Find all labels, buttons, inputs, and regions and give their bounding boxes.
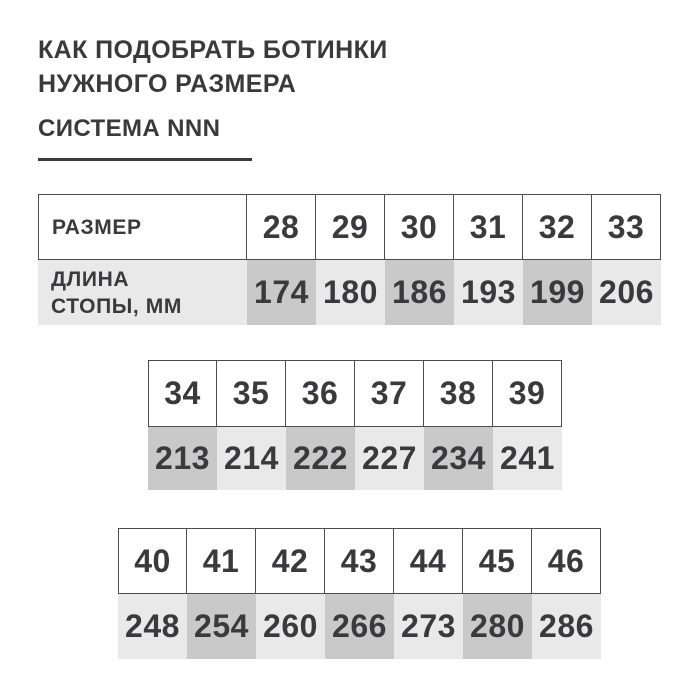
- size-table-28-33: РАЗМЕР 28 29 30 31 32 33 ДЛИНА СТОПЫ, ММ…: [38, 194, 661, 325]
- length-cell: 273: [394, 594, 463, 659]
- system-nnn-subtitle: СИСТЕМА NNN: [38, 116, 252, 161]
- length-row: 248 254 260 266 273 280 286: [118, 594, 601, 659]
- length-cell: 206: [592, 260, 661, 325]
- size-cell: 30: [385, 194, 454, 260]
- size-cell: 40: [118, 528, 187, 594]
- size-cell: 41: [187, 528, 256, 594]
- size-cell: 34: [148, 360, 217, 427]
- size-cell: 44: [394, 528, 463, 594]
- length-cell: 199: [523, 260, 592, 325]
- size-cell: 35: [217, 360, 286, 427]
- size-cell: 32: [523, 194, 592, 260]
- size-cell: 39: [493, 360, 562, 427]
- size-cell: 45: [463, 528, 532, 594]
- size-cell: 42: [256, 528, 325, 594]
- length-cell: 193: [454, 260, 523, 325]
- size-cell: 46: [532, 528, 601, 594]
- size-cell: 37: [355, 360, 424, 427]
- size-cell: 43: [325, 528, 394, 594]
- size-table-40-46: 40 41 42 43 44 45 46 248 254 260 266 273…: [118, 528, 601, 659]
- length-row: ДЛИНА СТОПЫ, ММ 174 180 186 193 199 206: [38, 260, 661, 325]
- length-cell: 286: [532, 594, 601, 659]
- length-cell: 174: [247, 260, 316, 325]
- length-cell: 213: [148, 427, 217, 490]
- length-cell: 180: [316, 260, 385, 325]
- size-cell: 33: [592, 194, 661, 260]
- length-cell: 186: [385, 260, 454, 325]
- length-cell: 234: [424, 427, 493, 490]
- length-row: 213 214 222 227 234 241: [148, 427, 562, 490]
- size-cell: 29: [316, 194, 385, 260]
- length-cell: 280: [463, 594, 532, 659]
- length-cell: 227: [355, 427, 424, 490]
- length-cell: 260: [256, 594, 325, 659]
- length-cell: 214: [217, 427, 286, 490]
- size-cell: 38: [424, 360, 493, 427]
- length-cell: 266: [325, 594, 394, 659]
- size-cell: 31: [454, 194, 523, 260]
- length-cell: 254: [187, 594, 256, 659]
- size-row: 34 35 36 37 38 39: [148, 360, 562, 427]
- size-cell: 28: [247, 194, 316, 260]
- size-row: РАЗМЕР 28 29 30 31 32 33: [38, 194, 661, 260]
- size-row-label: РАЗМЕР: [38, 194, 247, 260]
- length-cell: 241: [493, 427, 562, 490]
- length-cell: 222: [286, 427, 355, 490]
- size-cell: 36: [286, 360, 355, 427]
- length-row-label: ДЛИНА СТОПЫ, ММ: [38, 260, 247, 325]
- length-cell: 248: [118, 594, 187, 659]
- size-row: 40 41 42 43 44 45 46: [118, 528, 601, 594]
- page-title: КАК ПОДОБРАТЬ БОТИНКИ НУЖНОГО РАЗМЕРА: [38, 36, 388, 98]
- size-table-34-39: 34 35 36 37 38 39 213 214 222 227 234 24…: [148, 360, 562, 490]
